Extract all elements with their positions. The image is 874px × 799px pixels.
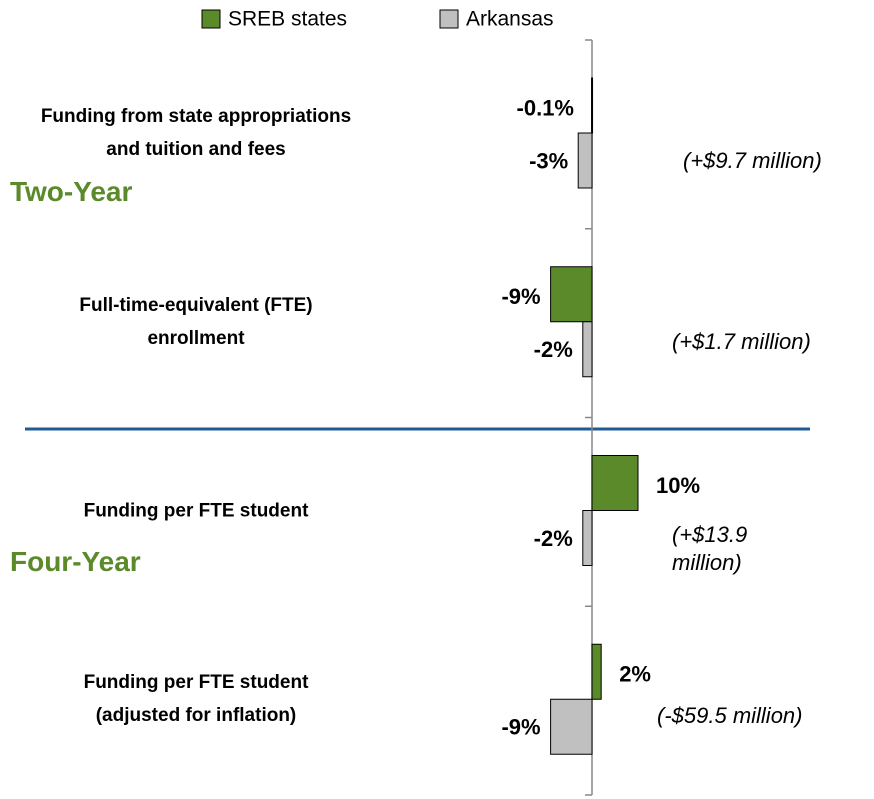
category-label: Funding per FTE student (adjusted for in… <box>83 672 309 727</box>
annotation: (+$9.7 million) <box>683 148 822 173</box>
annotation: (+$1.7 million) <box>672 329 811 354</box>
category-label: Full-time-equivalent (FTE) enrollment <box>79 294 313 349</box>
legend-label: SREB states <box>228 8 347 31</box>
value-label: -9% <box>501 715 540 740</box>
annotation: (-$59.5 million) <box>657 703 803 728</box>
bar <box>582 321 593 378</box>
bar <box>550 266 593 323</box>
bar <box>591 77 594 134</box>
value-label: -9% <box>501 284 540 309</box>
group-label: Two-Year <box>10 176 133 207</box>
legend-swatch <box>439 9 459 29</box>
value-label: -3% <box>529 148 568 173</box>
bar <box>582 510 593 566</box>
category-label: Funding from state appropriations and tu… <box>40 106 352 160</box>
category-label: Funding per FTE student <box>83 500 309 521</box>
annotation: (+$13.9 million) <box>672 522 748 575</box>
bar <box>591 455 639 511</box>
bar <box>591 643 602 700</box>
value-label: 10% <box>656 473 700 498</box>
bar <box>577 132 593 189</box>
value-label: -2% <box>534 337 573 362</box>
bar <box>550 698 593 755</box>
value-label: 2% <box>619 662 651 687</box>
legend-swatch <box>201 9 221 29</box>
legend-label: Arkansas <box>466 8 554 31</box>
value-label: -0.1% <box>517 95 574 120</box>
value-label: -2% <box>534 526 573 551</box>
group-label: Four-Year <box>10 546 141 577</box>
